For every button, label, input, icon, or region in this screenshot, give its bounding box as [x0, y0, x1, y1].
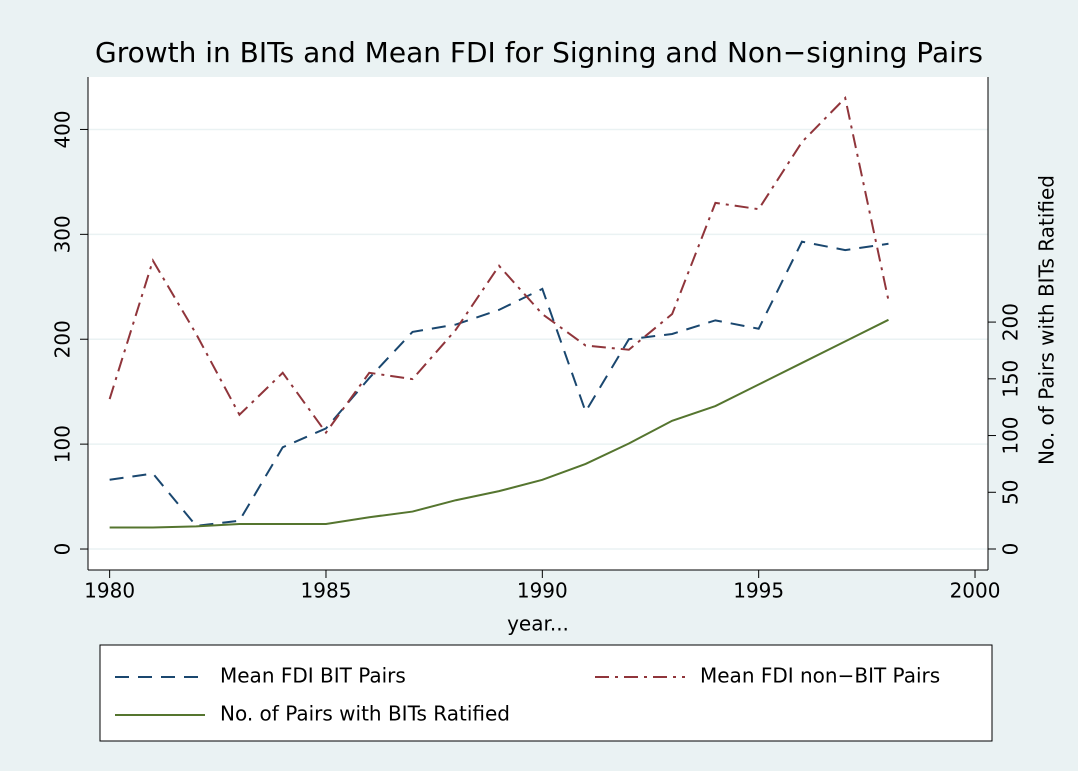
legend-label: No. of Pairs with BITs Ratified — [220, 702, 510, 726]
y2-tick-label: 100 — [999, 416, 1023, 454]
x-tick-label: 1985 — [301, 579, 352, 603]
x-axis-label: year... — [507, 612, 569, 636]
y-tick-label: 100 — [51, 425, 75, 463]
series-line — [109, 240, 889, 528]
x-tick-label: 1990 — [517, 579, 568, 603]
x-tick-label: 1995 — [733, 579, 784, 603]
legend-label: Mean FDI non−BIT Pairs — [700, 664, 940, 688]
y2-axis-label: No. of Pairs with BITs Ratified — [1035, 175, 1059, 465]
y-tick-label: 300 — [51, 215, 75, 253]
y2-tick-label: 200 — [999, 303, 1023, 341]
y2-tick-label: 0 — [999, 543, 1023, 556]
legend — [99, 644, 993, 742]
legend-label: Mean FDI BIT Pairs — [220, 664, 406, 688]
series-line — [109, 318, 889, 529]
series-line — [108, 95, 890, 435]
y-tick-label: 0 — [51, 543, 75, 556]
x-tick-label: 2000 — [950, 579, 1001, 603]
y2-tick-label: 150 — [999, 360, 1023, 398]
y-tick-label: 400 — [51, 110, 75, 148]
x-tick-label: 1980 — [84, 579, 135, 603]
chart-title: Growth in BITs and Mean FDI for Signing … — [95, 36, 983, 69]
plot-area — [88, 77, 988, 570]
y2-tick-label: 50 — [999, 480, 1023, 505]
y-tick-label: 200 — [51, 320, 75, 358]
